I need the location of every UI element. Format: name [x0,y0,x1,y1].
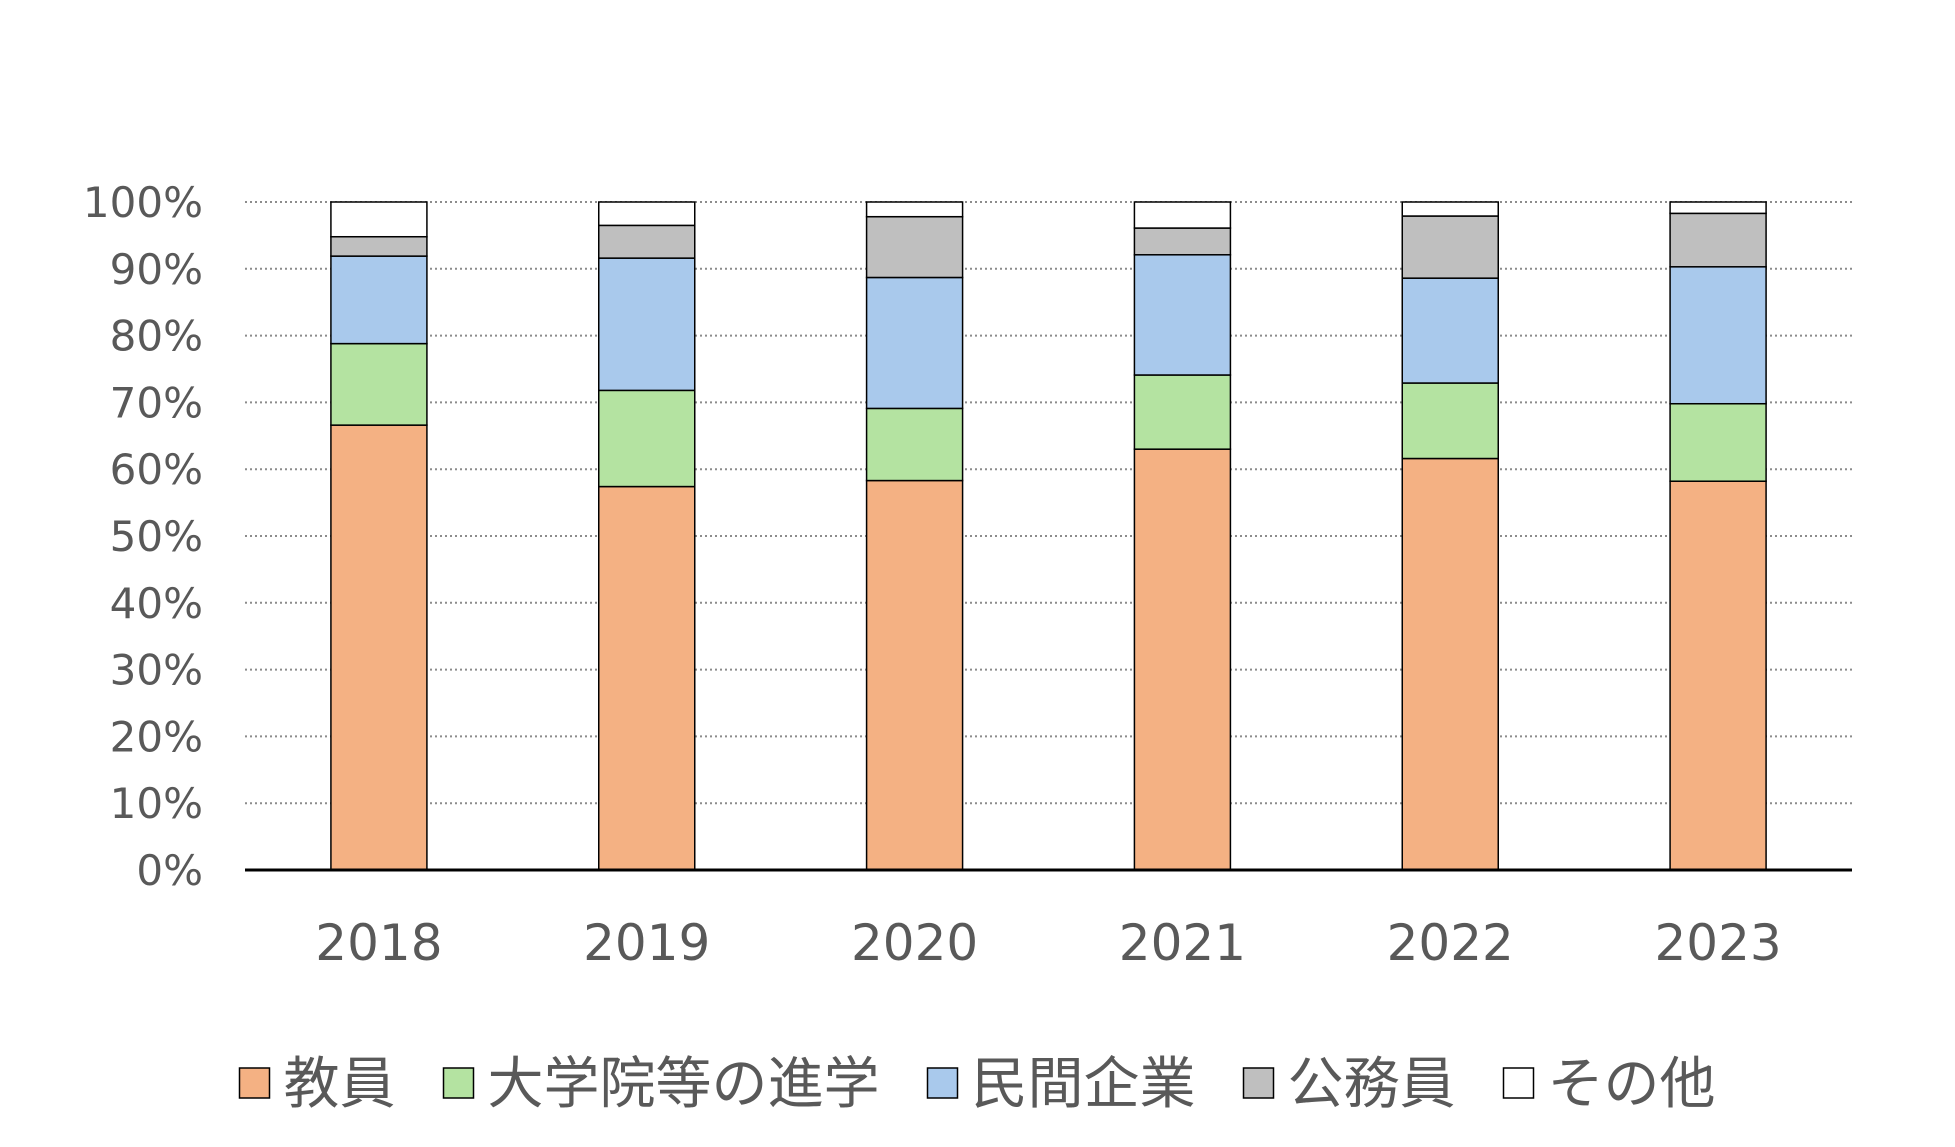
x-tick-label: 2018 [315,914,442,972]
y-tick-label: 90% [110,245,203,294]
x-tick-labels: 2018 2019 2020 2021 2022 2023 [315,914,1781,972]
bars [330,201,1767,871]
legend-label: 教員 [284,1052,396,1117]
bar-segment [330,255,428,345]
bar-segment [1401,382,1499,460]
y-tick-label: 10% [110,779,203,828]
bar-segment [865,407,964,482]
gridlines [245,201,1852,805]
y-tick-label: 60% [110,445,203,494]
legend-swatch [238,1067,271,1099]
legend-item: 公務員 [1242,1052,1456,1117]
bar-segment [598,257,696,392]
bar-segment [865,276,964,410]
y-tick-label: 20% [110,712,203,761]
y-tick-label: 100% [83,178,203,227]
bar-segment [330,235,428,257]
bar-segment [865,201,964,218]
bar-segment [1669,212,1767,268]
legend-swatch [1242,1067,1275,1099]
legend-label: 公務員 [1288,1052,1456,1117]
legend-swatch [926,1067,959,1099]
y-tick-label: 80% [110,312,203,361]
legend-swatch [1502,1067,1535,1099]
y-tick-label: 40% [110,579,203,628]
y-tick-label: 70% [110,378,203,427]
x-tick-label: 2023 [1654,914,1781,972]
bar-segment [330,424,428,871]
x-tick-label: 2021 [1119,914,1246,972]
legend-label: その他 [1548,1052,1716,1117]
y-tick-label: 0% [136,846,203,895]
bar-segment [1133,254,1232,376]
bar-segment [1669,480,1767,871]
bar-segment [1401,201,1499,217]
legend-label: 大学院等の進学 [488,1052,880,1117]
x-tick-label: 2020 [851,914,978,972]
y-tick-label: 30% [110,646,203,695]
bar-segment [598,485,696,871]
bar-segment [1133,227,1232,256]
bar-segment [1133,448,1232,871]
bar-segment [1133,201,1232,229]
bar-segment [1401,457,1499,871]
legend-item: 大学院等の進学 [442,1052,880,1117]
legend-item: 民間企業 [926,1052,1196,1117]
bar-segment [1133,374,1232,450]
legend-item: 教員 [238,1052,396,1117]
legend-item: その他 [1502,1052,1716,1117]
bar-segment [330,342,428,426]
x-tick-label: 2022 [1387,914,1514,972]
legend: 教員 大学院等の進学 民間企業 公務員 その他 [238,1052,1716,1117]
bar-segment [1669,402,1767,482]
bar-segment [598,224,696,259]
bar-segment [865,215,964,279]
bar-segment [598,201,696,227]
bar-segment [1401,277,1499,384]
legend-label: 民間企業 [972,1052,1196,1117]
x-tick-label: 2019 [583,914,710,972]
bar-segment [865,479,964,871]
y-tick-labels: 0% 10% 20% 30% 40% 50% 60% 70% 80% 90% 100% [83,178,203,895]
bar-segment [1669,201,1767,215]
bar-segment [598,389,696,488]
bar-segment [330,201,428,238]
y-tick-label: 50% [110,512,203,561]
bar-segment [1401,215,1499,279]
legend-swatch [442,1067,475,1099]
bar-segment [1669,266,1767,405]
